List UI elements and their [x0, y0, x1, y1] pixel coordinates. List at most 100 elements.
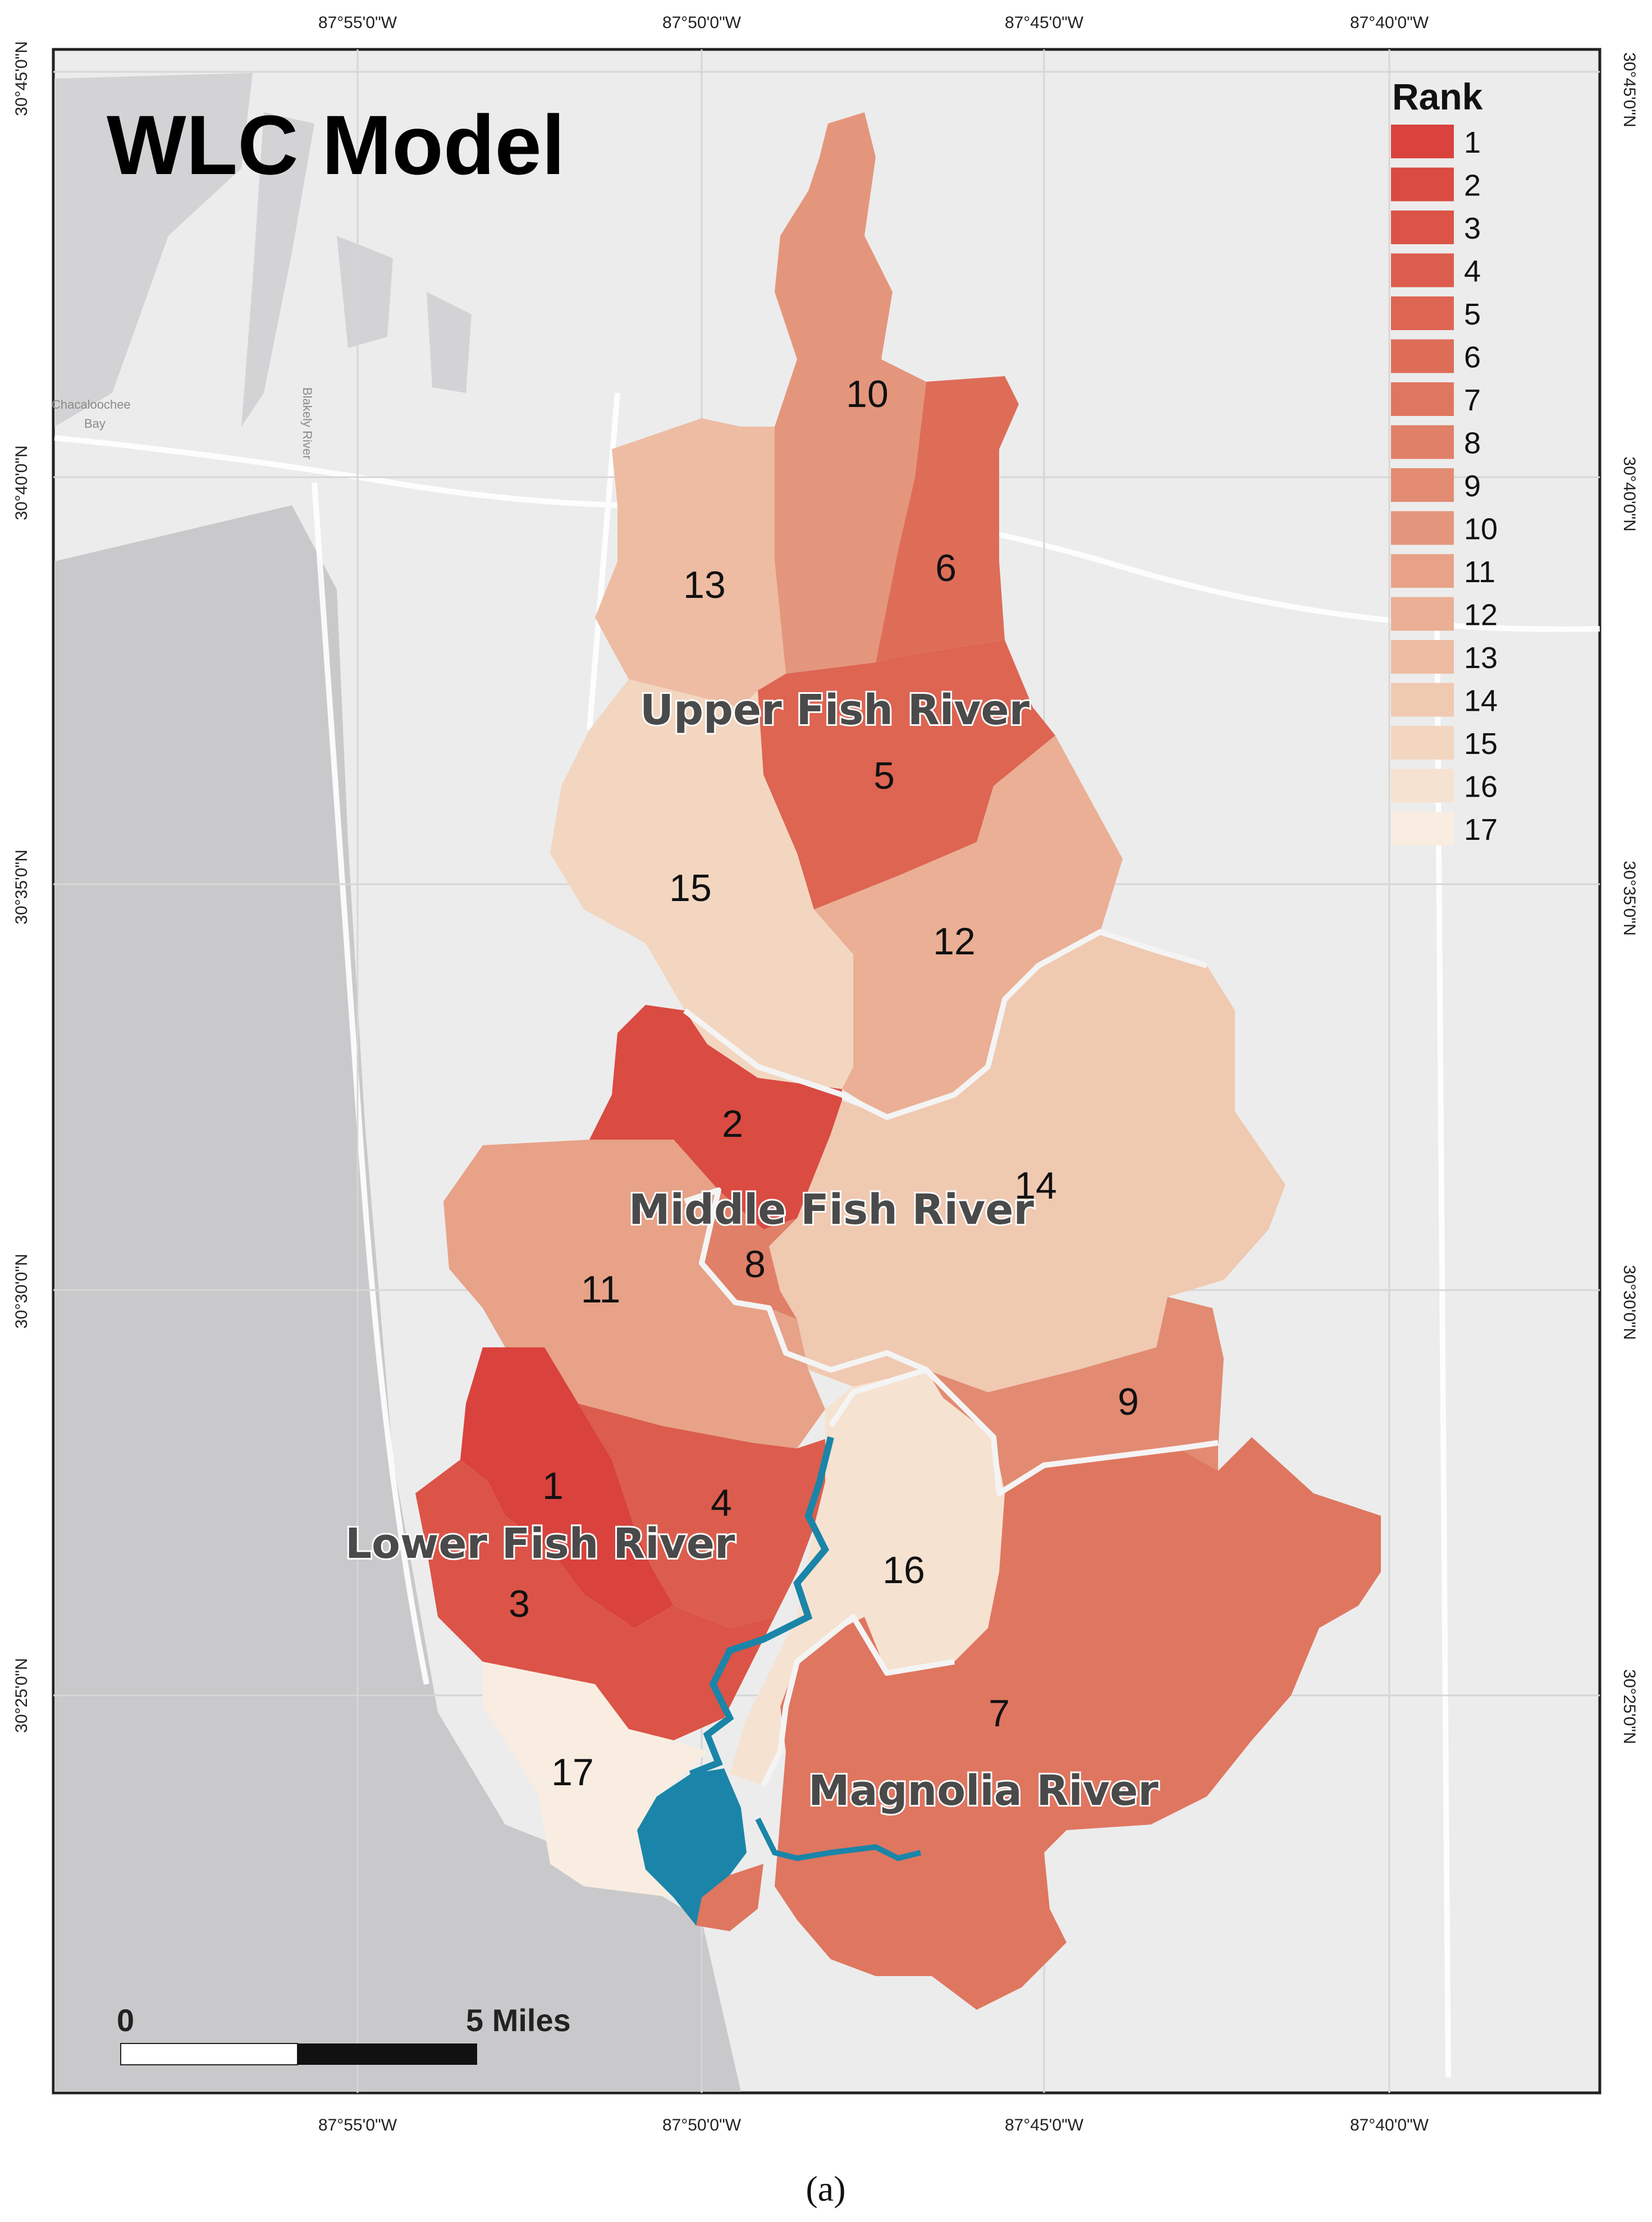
- legend-swatch-11: [1391, 554, 1454, 588]
- lon-tick-bottom-1: 87°50'0"W: [662, 2116, 742, 2134]
- lon-tick-top-0: 87°55'0"W: [318, 13, 397, 32]
- delta-islands: [54, 73, 472, 427]
- rank-label-5: 5: [873, 755, 895, 797]
- region-label-lower-fish-river: Lower Fish River: [345, 1520, 735, 1568]
- longitude-ticks-top: 87°55'0"W 87°50'0"W 87°45'0"W 87°40'0"W: [318, 13, 1429, 32]
- subwatershed-12[interactable]: [814, 735, 1123, 1117]
- rank-label-15: 15: [669, 867, 712, 909]
- region-label-middle-fish-river: Middle Fish River: [629, 1186, 1034, 1234]
- legend-label-15: 15: [1464, 727, 1498, 761]
- lon-tick-bottom-0: 87°55'0"W: [318, 2116, 397, 2134]
- lat-tick-right-3: 30°30'0"N: [1620, 1265, 1639, 1339]
- subwatershed-outlet[interactable]: [685, 1864, 763, 1931]
- subwatershed-3[interactable]: [415, 1460, 775, 1740]
- legend-label-9: 9: [1464, 469, 1481, 503]
- lat-tick-left-1: 30°40'0"N: [12, 445, 31, 520]
- subwatershed-13[interactable]: [595, 418, 786, 707]
- legend-label-5: 5: [1464, 298, 1481, 331]
- rank-label-7: 7: [989, 1692, 1010, 1735]
- rank-label-10: 10: [846, 373, 889, 415]
- legend-label-10: 10: [1464, 513, 1498, 546]
- subwatersheds: [415, 112, 1381, 2010]
- legend-swatch-4: [1391, 253, 1454, 287]
- place-label-blakely-river: Blakely River: [300, 387, 314, 459]
- lat-tick-left-3: 30°30'0"N: [12, 1254, 31, 1328]
- scale-bar-white-segment: [120, 2043, 298, 2065]
- lat-tick-right-1: 30°40'0"N: [1620, 456, 1639, 531]
- latitude-ticks-left: 30°45'0"N 30°40'0"N 30°35'0"N 30°30'0"N …: [12, 41, 31, 1732]
- rank-label-11: 11: [581, 1268, 621, 1311]
- subwatershed-11[interactable]: [443, 1140, 825, 1448]
- legend-label-11: 11: [1464, 555, 1495, 589]
- subwatershed-5[interactable]: [758, 640, 1055, 909]
- legend-swatch-10: [1391, 511, 1454, 545]
- figure-caption: (a): [806, 2169, 845, 2209]
- legend-label-7: 7: [1464, 383, 1481, 417]
- fish-river-channel: [637, 1436, 922, 1926]
- place-label-bay: Bay: [84, 417, 106, 431]
- subwatershed-17[interactable]: [483, 1662, 707, 1898]
- subwatershed-16[interactable]: [730, 1370, 1005, 1785]
- subwatershed-9[interactable]: [926, 1297, 1224, 1493]
- rank-label-6: 6: [935, 547, 957, 589]
- rank-labels: 10 6 13 5 15 12 2 14 8 11 9 1 4 16 3 7 1…: [509, 373, 1139, 1794]
- legend-swatch-6: [1391, 339, 1454, 373]
- legend-swatch-8: [1391, 425, 1454, 459]
- scale-bar-start-label: 0: [117, 2002, 134, 2038]
- rank-label-14: 14: [1014, 1164, 1057, 1207]
- legend-label-3: 3: [1464, 212, 1481, 245]
- subwatershed-14[interactable]: [769, 932, 1285, 1392]
- place-label-chacaloochee: Chacaloochee: [52, 397, 131, 412]
- subwatershed-15[interactable]: [550, 679, 853, 1089]
- latitude-ticks-right: 30°45'0"N 30°40'0"N 30°35'0"N 30°30'0"N …: [1620, 52, 1639, 1744]
- lon-tick-top-1: 87°50'0"W: [662, 13, 742, 32]
- legend-swatch-7: [1391, 382, 1454, 416]
- rank-label-13: 13: [683, 564, 726, 606]
- subwatershed-4[interactable]: [578, 1403, 831, 1628]
- subwatershed-6[interactable]: [876, 376, 1019, 662]
- lat-tick-right-0: 30°45'0"N: [1620, 52, 1639, 127]
- subwatershed-7[interactable]: [775, 1437, 1381, 2010]
- legend-swatch-17: [1391, 812, 1454, 845]
- longitude-ticks-bottom: 87°55'0"W 87°50'0"W 87°45'0"W 87°40'0"W: [318, 2116, 1429, 2134]
- lon-tick-bottom-3: 87°40'0"W: [1350, 2116, 1429, 2134]
- legend-swatch-16: [1391, 769, 1454, 803]
- rank-label-1: 1: [542, 1465, 564, 1507]
- subwatershed-2[interactable]: [589, 1005, 842, 1229]
- legend-label-16: 16: [1464, 770, 1498, 804]
- region-labels: Upper Fish River Middle Fish River Lower…: [344, 684, 1160, 1817]
- rank-label-3: 3: [509, 1583, 530, 1625]
- lat-tick-right-2: 30°35'0"N: [1620, 861, 1639, 935]
- rank-label-12: 12: [933, 920, 976, 963]
- rank-label-16: 16: [882, 1549, 925, 1592]
- subwatershed-1[interactable]: [460, 1347, 674, 1628]
- lat-tick-right-4: 30°25'0"N: [1620, 1669, 1639, 1744]
- legend-label-13: 13: [1464, 641, 1498, 675]
- legend-label-6: 6: [1464, 341, 1481, 374]
- subwatershed-10[interactable]: [775, 112, 926, 674]
- place-labels: Chacaloochee Bay Blakely River: [52, 387, 314, 459]
- legend-swatch-12: [1391, 597, 1454, 631]
- legend-title: Rank: [1392, 76, 1483, 117]
- region-boundaries: [683, 929, 1219, 1787]
- lon-tick-bottom-2: 87°45'0"W: [1005, 2116, 1084, 2134]
- region-label-upper-fish-river: Upper Fish River: [640, 686, 1030, 734]
- legend-label-4: 4: [1464, 255, 1481, 289]
- legend-swatch-2: [1391, 167, 1454, 202]
- map-title: WLC Model: [107, 98, 565, 192]
- legend-label-17: 17: [1464, 813, 1498, 847]
- lon-tick-top-3: 87°40'0"W: [1350, 13, 1429, 32]
- region-label-magnolia-river: Magnolia River: [808, 1767, 1159, 1815]
- lat-tick-left-0: 30°45'0"N: [12, 41, 31, 116]
- legend-label-8: 8: [1464, 427, 1481, 460]
- lat-tick-left-4: 30°25'0"N: [12, 1658, 31, 1732]
- legend-swatch-3: [1391, 211, 1454, 244]
- legend-swatch-5: [1391, 296, 1454, 330]
- lon-tick-top-2: 87°45'0"W: [1005, 13, 1084, 32]
- rank-label-17: 17: [551, 1751, 594, 1794]
- lat-tick-left-2: 30°35'0"N: [12, 849, 31, 924]
- legend-swatch-1: [1391, 125, 1454, 158]
